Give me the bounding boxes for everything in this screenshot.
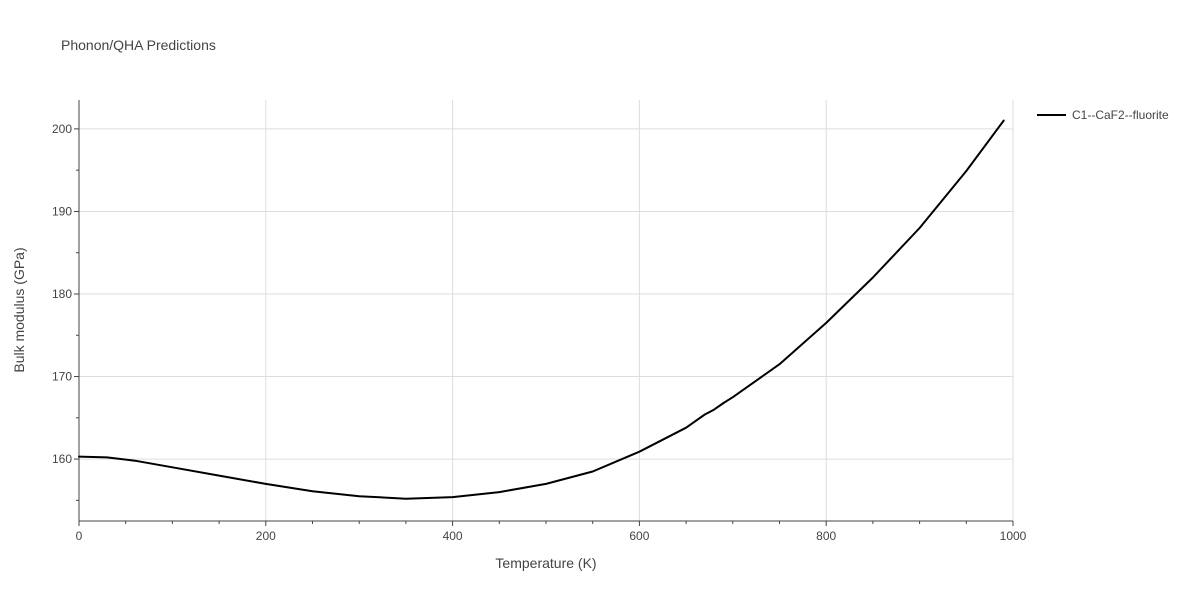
gridlines [79,100,1014,521]
x-axis-title: Temperature (K) [495,555,596,571]
y-tick-label: 170 [52,370,72,384]
y-tick-label: 200 [52,122,72,136]
x-tick-label: 200 [256,529,276,543]
y-tick-labels: 160 170 180 190 200 [52,122,72,466]
series-line [78,119,1005,500]
x-tick-label: 600 [629,529,649,543]
axes [74,100,1014,526]
x-tick-label: 0 [76,529,83,543]
x-tick-labels: 0 200 400 600 800 1000 [76,529,1027,543]
y-tick-label: 160 [52,452,72,466]
y-tick-label: 190 [52,204,72,218]
x-tick-label: 400 [443,529,463,543]
x-tick-label: 1000 [1000,529,1027,543]
chart-title: Phonon/QHA Predictions [61,37,216,53]
y-axis-title: Bulk modulus (GPa) [11,247,27,372]
legend[interactable]: C1--CaF2--fluorite [1037,108,1169,122]
x-tick-label: 800 [816,529,836,543]
legend-label: C1--CaF2--fluorite [1072,108,1169,122]
series-layer [78,119,1005,500]
y-tick-label: 180 [52,287,72,301]
